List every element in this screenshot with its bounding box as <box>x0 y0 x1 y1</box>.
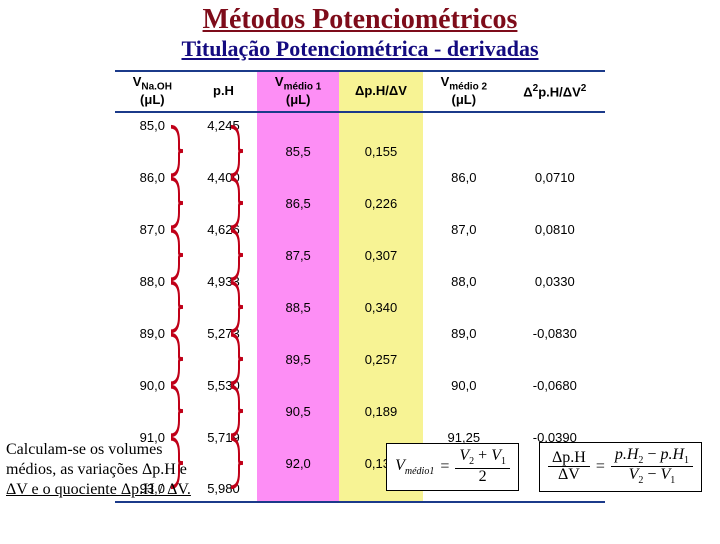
cell-d2 <box>505 112 605 138</box>
cell-vm1: 87,5 <box>257 242 339 268</box>
cell-d2: -0,0830 <box>505 320 605 346</box>
col-header-vmedio2: Vmédio 2(μL) <box>423 71 505 112</box>
cell-dph: 0,155 <box>339 138 423 164</box>
cell-d2: 0,0810 <box>505 216 605 242</box>
cell-vm2 <box>423 190 505 216</box>
cell-d2 <box>505 138 605 164</box>
table-row: 90,05,53090,0-0,0680 <box>115 372 605 398</box>
cell-vm1 <box>257 164 339 190</box>
table-row: 85,50,155 <box>115 138 605 164</box>
sub-title: Titulação Potenciométrica - derivadas <box>0 36 720 62</box>
table-row: 90,50,189 <box>115 398 605 424</box>
cell-d2: -0,0680 <box>505 372 605 398</box>
cell-vm2: 90,0 <box>423 372 505 398</box>
cell-dph: 0,257 <box>339 346 423 372</box>
brace-group-left <box>171 112 185 322</box>
cell-dph <box>339 372 423 398</box>
cell-dph: 0,307 <box>339 242 423 268</box>
col-header-dph-dv: Δp.H/ΔV <box>339 71 423 112</box>
cell-vm1 <box>257 268 339 294</box>
data-table: VNa.OH(μL) p.H Vmédio 1(μL) Δp.H/ΔV Vméd… <box>115 70 605 503</box>
cell-d2 <box>505 398 605 424</box>
explanation-text: Calculam-se os volumes médios, as variaç… <box>6 440 286 500</box>
cell-dph <box>339 320 423 346</box>
cell-ph <box>190 294 258 320</box>
table-row: 88,04,93388,00,0330 <box>115 268 605 294</box>
cell-d2: 0,0330 <box>505 268 605 294</box>
cell-d2 <box>505 346 605 372</box>
cell-ph <box>190 138 258 164</box>
cell-vm2: 86,0 <box>423 164 505 190</box>
cell-ph: 5,530 <box>190 372 258 398</box>
cell-ph <box>190 346 258 372</box>
cell-vm1 <box>257 112 339 138</box>
cell-ph: 4,626 <box>190 216 258 242</box>
cell-vm1: 88,5 <box>257 294 339 320</box>
table-row: 88,50,340 <box>115 294 605 320</box>
cell-vm2: 87,0 <box>423 216 505 242</box>
brace-group-right <box>231 112 245 322</box>
cell-vm2: 88,0 <box>423 268 505 294</box>
main-title: Métodos Potenciométricos <box>0 4 720 36</box>
cell-vm1: 90,5 <box>257 398 339 424</box>
col-header-d2ph-dv2: Δ2p.H/ΔV2 <box>505 71 605 112</box>
cell-d2 <box>505 190 605 216</box>
col-header-ph: p.H <box>190 71 258 112</box>
table-row: 87,04,62687,00,0810 <box>115 216 605 242</box>
table-row: 87,50,307 <box>115 242 605 268</box>
cell-dph <box>339 112 423 138</box>
cell-dph: 0,340 <box>339 294 423 320</box>
cell-dph: 0,226 <box>339 190 423 216</box>
cell-dph <box>339 164 423 190</box>
cell-d2 <box>505 294 605 320</box>
cell-ph <box>190 242 258 268</box>
cell-ph: 4,933 <box>190 268 258 294</box>
table-row: 89,50,257 <box>115 346 605 372</box>
cell-vm2 <box>423 398 505 424</box>
table-row: 85,04,245 <box>115 112 605 138</box>
formula-vmedio: Vmédio1 = V2 + V1 2 <box>386 443 519 490</box>
table-row: 89,05,27389,0-0,0830 <box>115 320 605 346</box>
cell-ph: 4,400 <box>190 164 258 190</box>
cell-vm1: 86,5 <box>257 190 339 216</box>
cell-vm1 <box>257 320 339 346</box>
cell-ph <box>190 398 258 424</box>
formulas-area: Vmédio1 = V2 + V1 2 Δp.H ΔV = p.H2 − p.H… <box>386 442 702 492</box>
cell-vm2: 89,0 <box>423 320 505 346</box>
col-header-v-naoh: VNa.OH(μL) <box>115 71 190 112</box>
cell-dph <box>339 216 423 242</box>
cell-ph: 4,245 <box>190 112 258 138</box>
cell-vm1: 89,5 <box>257 346 339 372</box>
table-row: 86,50,226 <box>115 190 605 216</box>
header-row: VNa.OH(μL) p.H Vmédio 1(μL) Δp.H/ΔV Vméd… <box>115 71 605 112</box>
cell-d2: 0,0710 <box>505 164 605 190</box>
data-table-wrap: VNa.OH(μL) p.H Vmédio 1(μL) Δp.H/ΔV Vméd… <box>115 70 605 503</box>
cell-ph: 5,273 <box>190 320 258 346</box>
cell-dph: 0,189 <box>339 398 423 424</box>
cell-vm1 <box>257 372 339 398</box>
cell-vm2 <box>423 294 505 320</box>
cell-vm2 <box>423 242 505 268</box>
cell-dph <box>339 268 423 294</box>
table-row: 86,04,40086,00,0710 <box>115 164 605 190</box>
cell-d2 <box>505 242 605 268</box>
col-header-vmedio1: Vmédio 1(μL) <box>257 71 339 112</box>
cell-vm2 <box>423 112 505 138</box>
formula-dph-dv: Δp.H ΔV = p.H2 − p.H1 V2 − V1 <box>539 442 702 492</box>
cell-vm1 <box>257 216 339 242</box>
cell-vm1: 85,5 <box>257 138 339 164</box>
cell-ph <box>190 190 258 216</box>
cell-vm2 <box>423 346 505 372</box>
cell-vm2 <box>423 138 505 164</box>
